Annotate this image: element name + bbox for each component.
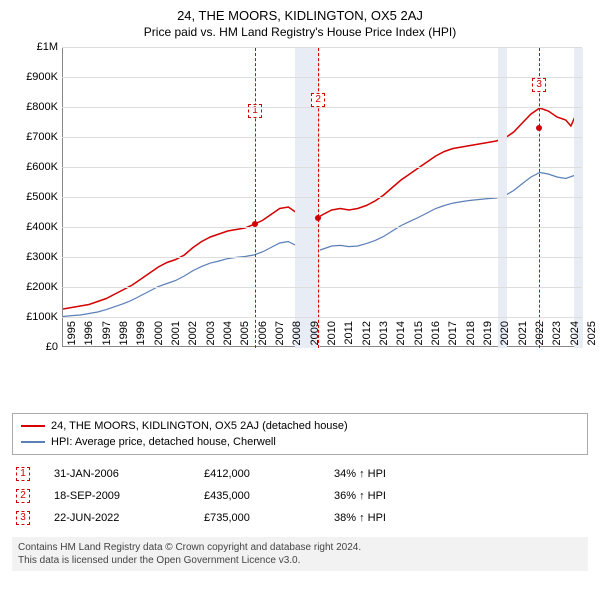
legend-row: 24, THE MOORS, KIDLINGTON, OX5 2AJ (deta… [21,418,579,434]
xtick-label: 2004 [222,321,234,351]
chart-container: 24, THE MOORS, KIDLINGTON, OX5 2AJ Price… [0,0,600,579]
shade-band [574,48,583,348]
xtick-label: 2024 [569,321,581,351]
ytick-label: £0 [14,341,58,353]
gridline [62,77,582,78]
ytick-label: £200K [14,281,58,293]
chart-area: 123 £0£100K£200K£300K£400K£500K£600K£700… [12,47,588,377]
chart-title: 24, THE MOORS, KIDLINGTON, OX5 2AJ [12,8,588,23]
xtick-label: 2003 [205,321,217,351]
sales-date: 18-SEP-2009 [54,490,204,502]
sales-price: £735,000 [204,512,334,524]
sales-date: 22-JUN-2022 [54,512,204,524]
xtick-label: 2005 [239,321,251,351]
ytick-label: £300K [14,251,58,263]
gridline [62,227,582,228]
marker-box: 3 [532,78,546,92]
xtick-label: 2023 [551,321,563,351]
ytick-label: £700K [14,131,58,143]
footer-line2: This data is licensed under the Open Gov… [18,554,582,567]
gridline [62,257,582,258]
sales-marker: 1 [16,467,30,481]
marker-box: 2 [311,93,325,107]
xtick-label: 2019 [482,321,494,351]
sales-marker: 3 [16,511,30,525]
gridline [62,47,582,48]
sales-price: £412,000 [204,468,334,480]
gridline [62,107,582,108]
sales-date: 31-JAN-2006 [54,468,204,480]
sales-pct: 36% ↑ HPI [334,490,434,502]
sales-table: 1 31-JAN-2006£412,00034% ↑ HPI 2 18-SEP-200… [12,463,588,529]
marker-dot [536,125,542,131]
xtick-label: 2006 [257,321,269,351]
ytick-label: £600K [14,161,58,173]
gridline [62,197,582,198]
gridline [62,137,582,138]
legend-label: HPI: Average price, detached house, Cher… [51,436,276,448]
xtick-label: 2022 [534,321,546,351]
legend-label: 24, THE MOORS, KIDLINGTON, OX5 2AJ (deta… [51,420,348,432]
shade-band [498,48,507,348]
footer: Contains HM Land Registry data © Crown c… [12,537,588,571]
legend: 24, THE MOORS, KIDLINGTON, OX5 2AJ (deta… [12,413,588,455]
xtick-label: 2018 [465,321,477,351]
sales-pct: 34% ↑ HPI [334,468,434,480]
xtick-label: 2000 [153,321,165,351]
ytick-label: £500K [14,191,58,203]
sales-row: 2 18-SEP-2009£435,00036% ↑ HPI [12,485,588,507]
gridline [62,287,582,288]
xtick-label: 2008 [291,321,303,351]
xtick-label: 1995 [66,321,78,351]
xtick-label: 2014 [395,321,407,351]
xtick-label: 1997 [101,321,113,351]
xtick-label: 2017 [447,321,459,351]
legend-row: HPI: Average price, detached house, Cher… [21,434,579,450]
xtick-label: 2012 [361,321,373,351]
xtick-label: 2010 [326,321,338,351]
sales-pct: 38% ↑ HPI [334,512,434,524]
xtick-label: 2001 [170,321,182,351]
ytick-label: £400K [14,221,58,233]
legend-swatch [21,425,45,427]
xtick-label: 2011 [343,321,355,351]
ytick-label: £900K [14,71,58,83]
xtick-label: 2021 [517,321,529,351]
xtick-label: 2020 [499,321,511,351]
ytick-label: £1M [14,41,58,53]
marker-vline [255,48,256,348]
sales-row: 1 31-JAN-2006£412,00034% ↑ HPI [12,463,588,485]
legend-swatch [21,441,45,443]
sales-marker: 2 [16,489,30,503]
xtick-label: 2007 [274,321,286,351]
xtick-label: 2013 [378,321,390,351]
ytick-label: £800K [14,101,58,113]
xtick-label: 1996 [83,321,95,351]
ytick-label: £100K [14,311,58,323]
xtick-label: 1998 [118,321,130,351]
marker-dot [315,215,321,221]
sales-row: 3 22-JUN-2022£735,00038% ↑ HPI [12,507,588,529]
marker-vline [539,48,540,348]
xtick-label: 2016 [430,321,442,351]
xtick-label: 2015 [413,321,425,351]
sales-price: £435,000 [204,490,334,502]
xtick-label: 2009 [309,321,321,351]
xtick-label: 1999 [135,321,147,351]
chart-subtitle: Price paid vs. HM Land Registry's House … [12,25,588,39]
xtick-label: 2002 [187,321,199,351]
gridline [62,317,582,318]
footer-line1: Contains HM Land Registry data © Crown c… [18,541,582,554]
gridline [62,167,582,168]
xtick-label: 2025 [586,321,598,351]
